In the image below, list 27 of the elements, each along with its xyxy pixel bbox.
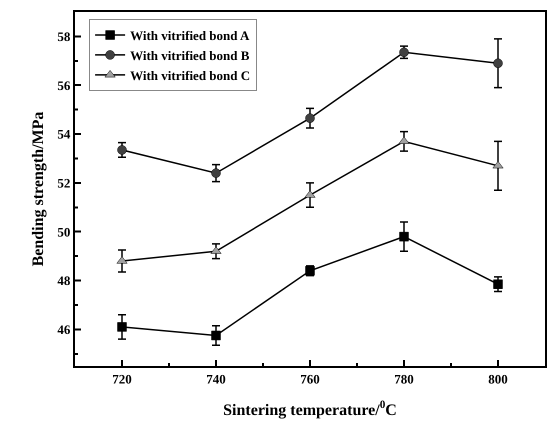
point (211, 330, 221, 340)
point (399, 232, 409, 242)
x-tick-label: 800 (488, 372, 508, 387)
point (305, 113, 315, 123)
y-tick-label: 56 (57, 78, 71, 93)
y-tick-label: 58 (57, 28, 71, 44)
x-tick-label: 760 (300, 372, 320, 387)
point (493, 279, 503, 289)
y-tick-label: 50 (57, 224, 70, 240)
y-tick-label: 54 (57, 126, 71, 142)
y-tick-label: 52 (57, 175, 70, 190)
y-axis-title: Bending strength/MPa (30, 112, 47, 266)
point (493, 58, 503, 68)
y-tick-label: 46 (57, 322, 71, 337)
legend-label: With vitrified bond B (130, 48, 250, 63)
x-tick-label: 740 (206, 372, 226, 387)
legend-label: With vitrified bond C (130, 68, 250, 83)
x-tick-label: 720 (112, 372, 132, 387)
x-axis-title: Sintering temperature/$^{0}$C (223, 399, 397, 419)
point (116, 256, 128, 264)
point (117, 145, 127, 155)
legend-label: With vitrified bond A (130, 28, 250, 44)
x-tick-label: 780 (394, 372, 414, 387)
y-tick-label: 48 (57, 273, 71, 288)
point (117, 322, 127, 332)
point (211, 168, 221, 178)
point (304, 190, 316, 198)
